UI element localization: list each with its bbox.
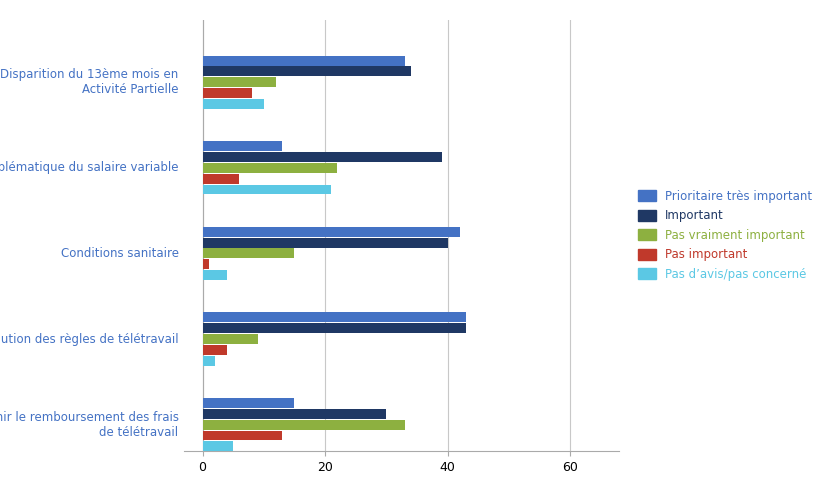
Bar [202, 238, 447, 247]
Bar [202, 441, 233, 451]
Bar [202, 56, 405, 66]
Bar [202, 345, 227, 355]
Bar [202, 141, 282, 151]
Bar [202, 185, 331, 195]
Bar [202, 356, 215, 366]
Bar [202, 163, 337, 173]
Bar [202, 323, 466, 333]
Bar [202, 248, 294, 258]
Bar [202, 88, 252, 98]
Bar [202, 420, 405, 430]
Bar [202, 99, 263, 109]
Bar [202, 67, 410, 76]
Bar [202, 409, 386, 419]
Bar [202, 259, 208, 269]
Bar [202, 152, 441, 162]
Bar [202, 431, 282, 441]
Bar [202, 313, 466, 322]
Legend: Prioritaire très important, Important, Pas vraiment important, Pas important, Pa: Prioritaire très important, Important, P… [637, 190, 811, 281]
Bar [202, 334, 257, 344]
Bar [202, 77, 276, 87]
Bar [202, 398, 294, 408]
Bar [202, 173, 239, 184]
Bar [202, 227, 460, 237]
Bar [202, 270, 227, 280]
